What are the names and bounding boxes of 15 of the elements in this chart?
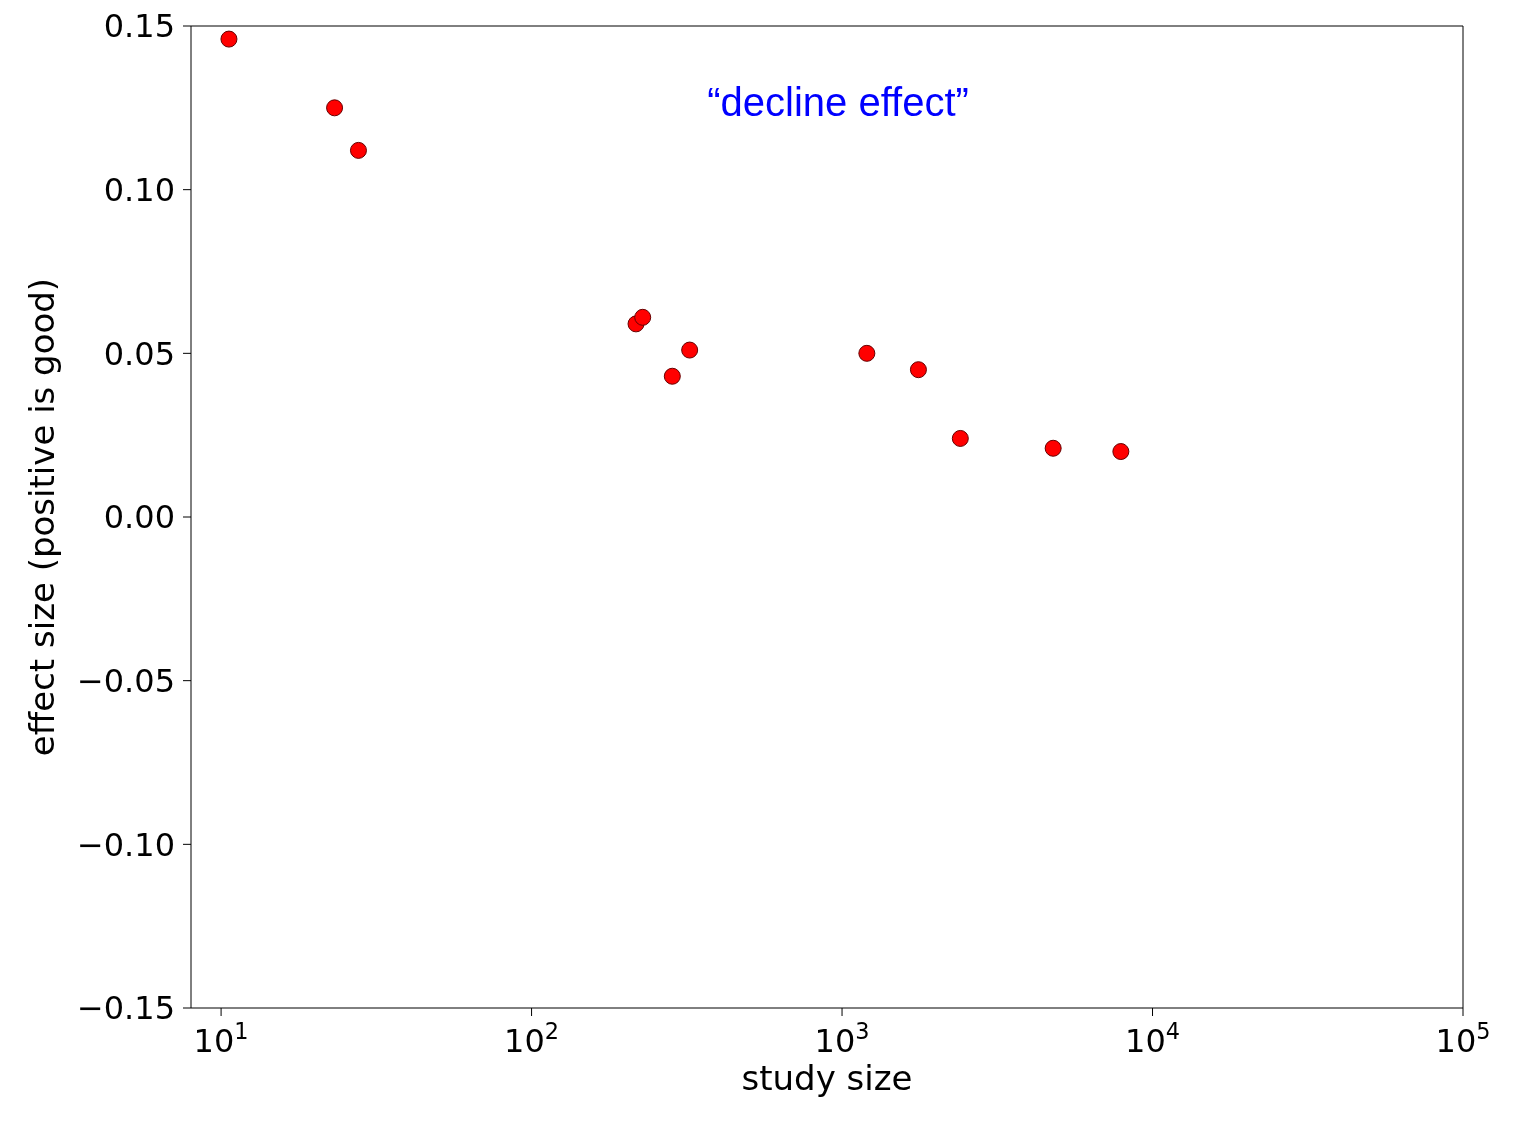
y-tick-label: 0.00 — [103, 498, 175, 537]
x-tick-label: 10$^{3}$ — [814, 1018, 870, 1060]
y-tick-label: 0.05 — [103, 334, 175, 373]
y-tick-label: 0.10 — [103, 170, 175, 209]
y-tick-label: −0.10 — [76, 825, 175, 864]
y-axis-title: effect size (positive is good) — [22, 277, 63, 757]
annotation: “decline effect” — [706, 80, 970, 125]
x-tick-label: 10$^{4}$ — [1125, 1018, 1181, 1060]
y-tick-label: −0.15 — [76, 989, 175, 1028]
y-tick-label: −0.05 — [76, 661, 175, 700]
x-tick-label: 10$^{5}$ — [1435, 1018, 1491, 1060]
y-tick-label: 0.15 — [103, 7, 175, 46]
x-tick-label: 10$^{1}$ — [193, 1018, 249, 1060]
x-axis-title: study size — [741, 1058, 913, 1098]
x-tick-label: 10$^{2}$ — [504, 1018, 560, 1060]
